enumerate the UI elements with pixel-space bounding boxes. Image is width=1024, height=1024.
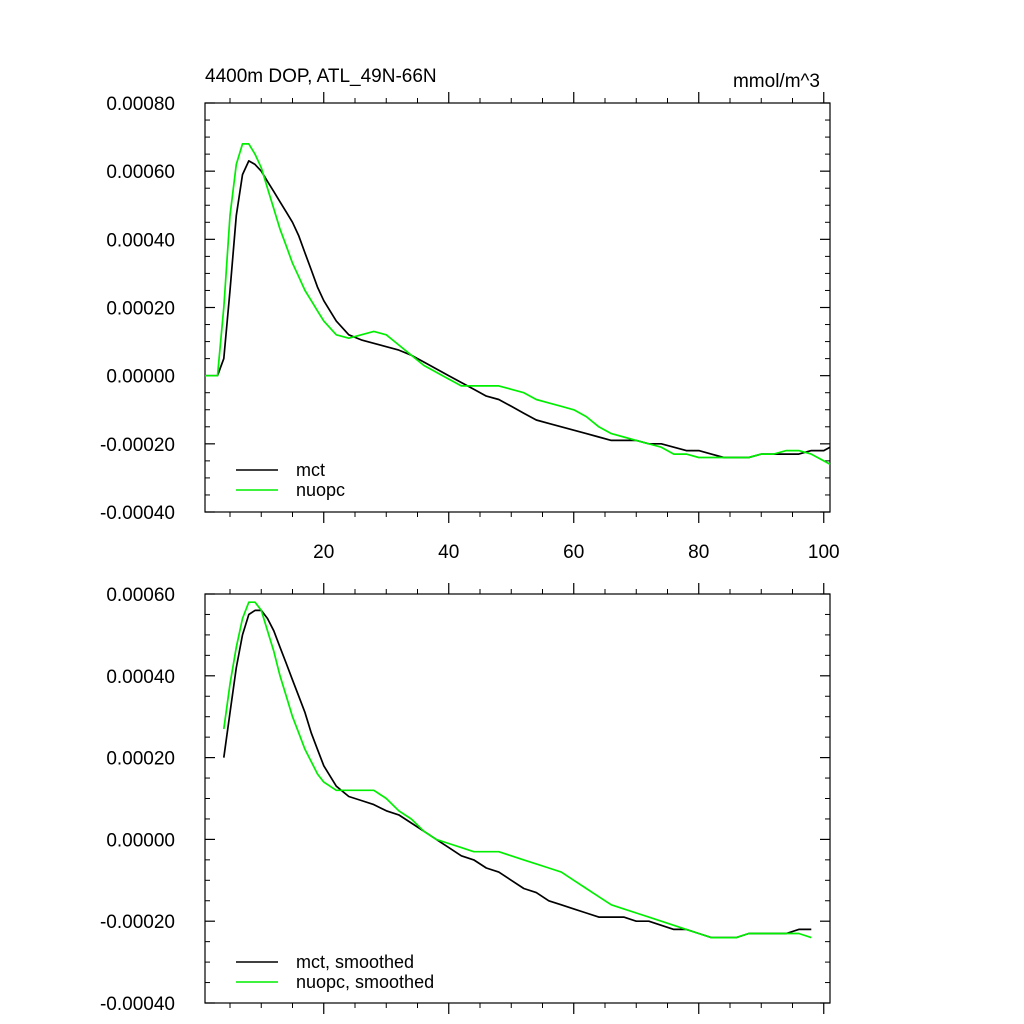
plot-frame bbox=[204, 593, 831, 1004]
y-tick-label: -0.00040 bbox=[100, 503, 175, 524]
x-tick-label: 80 bbox=[688, 542, 709, 563]
plot-frame bbox=[204, 102, 831, 513]
legend-label-mct-smoothed: mct, smoothed bbox=[296, 952, 414, 972]
series-line-nuopc bbox=[205, 143, 831, 466]
x-tick-label: 20 bbox=[313, 542, 334, 563]
bottom-panel-legend: mct, smoothed nuopc, smoothed bbox=[236, 952, 434, 992]
x-tick-label: 60 bbox=[563, 542, 584, 563]
y-tick-label: 0.00040 bbox=[106, 230, 175, 251]
top-panel-title: 4400m DOP, ATL_49N-66N bbox=[205, 66, 437, 87]
x-tick-label: 40 bbox=[438, 542, 459, 563]
top-panel-plot: -0.00040 -0.00020 0.00000 0.00020 0.00040 0.0… bbox=[100, 92, 840, 563]
y-tick-label: 0.00040 bbox=[106, 667, 175, 688]
units-label: mmol/m^3 bbox=[733, 71, 820, 92]
series-line-nuopc-smoothed bbox=[222, 601, 812, 939]
legend-label-nuopc-smoothed: nuopc, smoothed bbox=[296, 972, 434, 992]
y-tick-label: 0.00060 bbox=[106, 162, 175, 183]
legend-label-nuopc: nuopc bbox=[296, 480, 345, 500]
y-tick-label: -0.00040 bbox=[100, 994, 175, 1015]
legend-label-mct: mct bbox=[296, 460, 325, 480]
x-tick-label: 100 bbox=[808, 542, 840, 563]
y-tick-label: 0.00020 bbox=[106, 749, 175, 770]
top-panel-legend: mct nuopc bbox=[236, 460, 345, 500]
series-line-mct-smoothed bbox=[222, 609, 812, 939]
bottom-panel: -0.00040 -0.00020 0.00000 0.00020 0.00040 0.0… bbox=[100, 583, 831, 1015]
series-line-mct bbox=[205, 160, 831, 459]
y-tick-label: 0.00020 bbox=[106, 299, 175, 320]
y-tick-label: 0.00000 bbox=[106, 830, 175, 851]
y-tick-label: 0.00060 bbox=[106, 585, 175, 606]
bottom-panel-plot: -0.00040 -0.00020 0.00000 0.00020 0.00040 0.0… bbox=[100, 583, 831, 1015]
top-panel: 4400m DOP, ATL_49N-66N mmol/m^3 -0.00040… bbox=[100, 66, 840, 563]
y-tick-label: -0.00020 bbox=[100, 435, 175, 456]
y-tick-label: -0.00020 bbox=[100, 912, 175, 933]
y-tick-label: 0.00000 bbox=[106, 367, 175, 388]
y-tick-label: 0.00080 bbox=[106, 94, 175, 115]
